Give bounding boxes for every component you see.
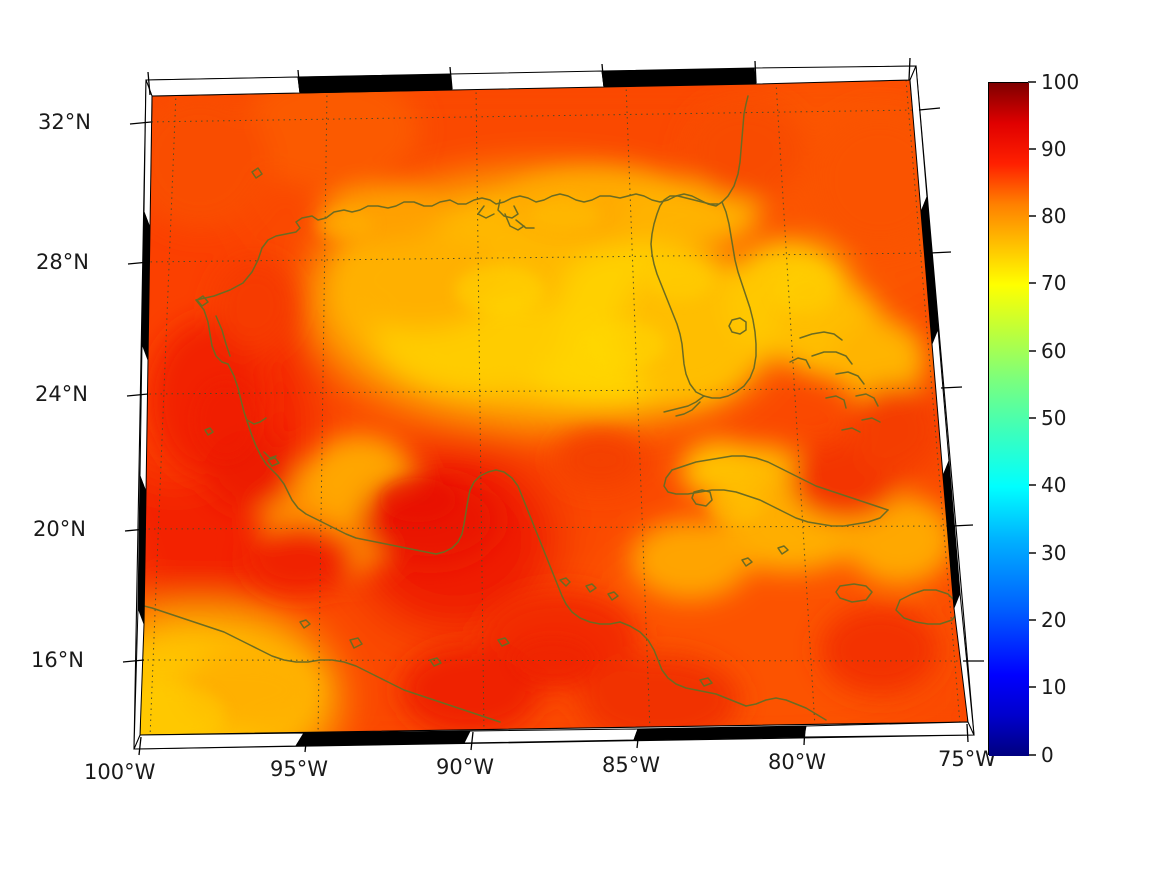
colorbar-tick-label-90: 90 [1041,137,1067,161]
graticule [141,80,965,735]
lat-tick-label-28n: 28°N [36,250,89,274]
colorbar-tick-label-70: 70 [1041,271,1067,295]
colorbar-tick-label-60: 60 [1041,339,1067,363]
colorbar-tick-label-10: 10 [1041,675,1067,699]
lat-ticks-right [918,107,984,662]
lon-tick-label-100w: 100°W [84,760,156,784]
lon-tick-label-75w: 75°W [938,747,996,771]
colorbar-tick-label-0: 0 [1041,743,1054,767]
colorbar-tick-label-80: 80 [1041,204,1067,228]
lon-tick-label-85w: 85°W [602,753,660,777]
colorbar-ticks [1028,81,1036,756]
lon-tick-label-80w: 80°W [768,750,826,774]
lat-ticks [122,121,152,663]
colorbar-tick-label-100: 100 [1041,70,1080,94]
colorbar-tick-label-50: 50 [1041,406,1067,430]
lon-ticks [138,723,969,756]
coastlines [140,95,959,723]
lat-tick-label-24n: 24°N [35,382,88,406]
lon-tick-label-90w: 90°W [436,755,494,779]
lat-tick-label-32n: 32°N [38,110,91,134]
colorbar-tick-label-20: 20 [1041,608,1067,632]
colorbar-gradient [988,82,1029,756]
map-frame [122,57,984,756]
scalar-field [140,80,968,735]
lat-tick-label-20n: 20°N [33,517,86,541]
colorbar-tick-label-30: 30 [1041,541,1067,565]
lon-ticks-top [147,57,911,96]
lat-tick-label-16n: 16°N [31,648,84,672]
lon-tick-label-95w: 95°W [270,757,328,781]
colorbar-tick-label-40: 40 [1041,473,1067,497]
colorbar [988,82,1030,756]
